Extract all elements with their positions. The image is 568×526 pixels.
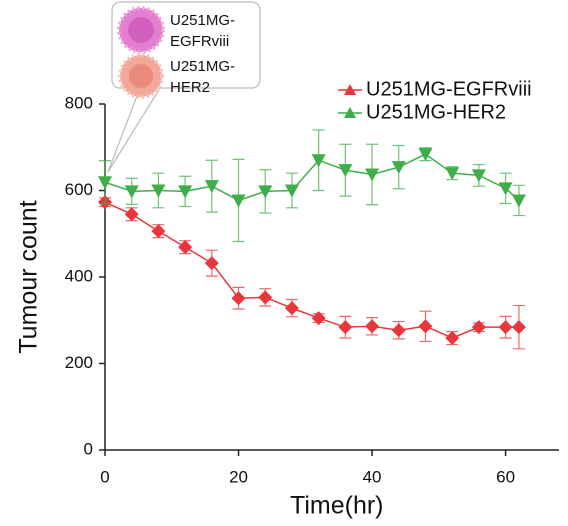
x-axis-title: Time(hr) — [290, 492, 384, 520]
y-tick-label: 0 — [84, 439, 93, 458]
data-point — [231, 291, 246, 306]
x-tick-label: 60 — [496, 467, 515, 486]
data-point — [365, 168, 380, 182]
data-point — [231, 194, 246, 208]
y-tick-label: 200 — [65, 353, 93, 372]
legend-marker — [344, 84, 356, 95]
data-point — [471, 169, 486, 183]
cell-icon — [118, 53, 164, 99]
data-point — [365, 319, 380, 334]
data-point — [445, 167, 460, 181]
annotation-text: U251MG- — [170, 12, 235, 29]
data-point — [124, 207, 139, 222]
data-point — [498, 320, 513, 335]
data-point — [151, 224, 166, 239]
data-point — [124, 185, 139, 199]
legend-marker — [344, 107, 356, 118]
y-axis-title: Tumour count — [15, 200, 43, 353]
data-point — [178, 185, 193, 199]
data-point — [418, 148, 433, 162]
data-point — [204, 256, 219, 271]
annotation-text: HER2 — [170, 79, 210, 96]
legend-label: U251MG-HER2 — [366, 101, 506, 123]
data-point — [418, 319, 433, 334]
data-point — [98, 176, 112, 190]
x-tick-label: 0 — [100, 467, 109, 486]
x-tick-label: 40 — [363, 467, 382, 486]
data-point — [391, 323, 406, 338]
data-point — [311, 154, 326, 168]
data-point — [204, 180, 219, 194]
data-point — [178, 240, 193, 255]
data-point — [311, 311, 326, 326]
y-tick-label: 400 — [65, 266, 93, 285]
x-tick-label: 20 — [229, 467, 248, 486]
data-point — [511, 194, 526, 208]
data-point — [258, 185, 273, 199]
series-line — [104, 201, 519, 339]
cell-icon — [117, 6, 165, 54]
annotation-text: U251MG- — [170, 58, 235, 75]
data-point — [391, 161, 406, 175]
data-point — [498, 182, 513, 196]
data-point — [284, 301, 299, 316]
data-point — [284, 184, 299, 198]
data-point — [258, 290, 273, 305]
data-point — [151, 184, 166, 198]
data-point — [338, 164, 353, 178]
data-point — [445, 330, 460, 345]
annotation-text: EGFRviii — [170, 33, 229, 50]
y-tick-label: 600 — [65, 180, 93, 199]
data-point — [338, 320, 353, 335]
series-line — [104, 153, 520, 202]
data-point — [471, 320, 486, 335]
legend-label: U251MG-EGFRviii — [366, 78, 532, 100]
y-tick-label: 800 — [65, 93, 93, 112]
data-point — [511, 320, 526, 335]
